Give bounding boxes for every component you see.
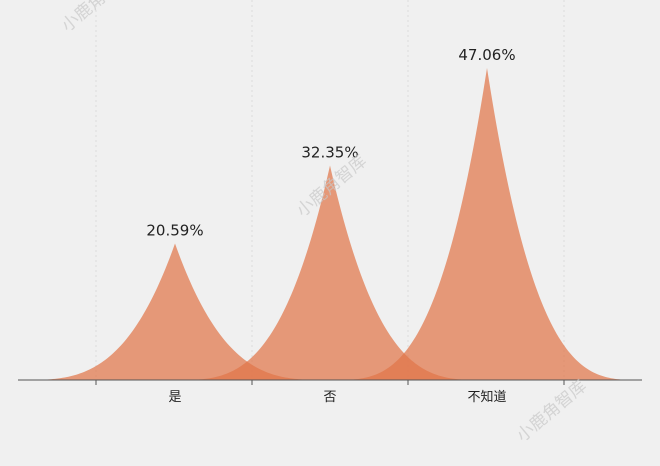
data-label: 20.59%: [146, 221, 203, 239]
peak-areas: [20, 68, 642, 380]
x-tick-label: 不知道: [467, 389, 506, 405]
data-label: 47.06%: [458, 46, 515, 64]
data-label: 32.35%: [301, 144, 358, 162]
x-tick-label: 否: [323, 390, 336, 405]
peak-1: [20, 243, 330, 380]
data-labels: 20.59% 32.35% 47.06%: [146, 46, 515, 239]
x-axis: 是 否 不知道: [18, 379, 642, 405]
watermark-text: 小鹿角智库: [513, 376, 591, 446]
x-tick-label: 是: [168, 390, 181, 405]
peak-3: [332, 68, 642, 380]
watermark-text: 小鹿角智库: [58, 0, 136, 36]
gridlines: [95, 0, 565, 380]
peak-2: [175, 165, 485, 380]
